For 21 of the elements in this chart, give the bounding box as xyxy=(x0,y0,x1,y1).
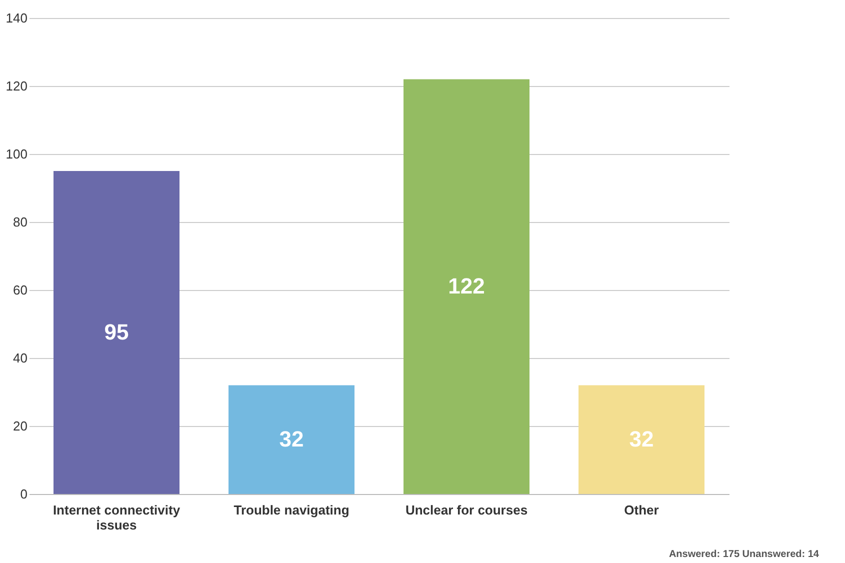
y-tick-label: 140 xyxy=(6,10,28,26)
data-label: 32 xyxy=(629,426,654,452)
data-label: 95 xyxy=(104,320,129,344)
bar xyxy=(578,385,704,494)
y-tick-label: 120 xyxy=(6,78,28,94)
x-tick-label: Other xyxy=(624,502,659,518)
data-label: 122 xyxy=(448,274,485,299)
y-tick-label: 100 xyxy=(6,146,28,162)
y-tick-label: 80 xyxy=(13,214,28,230)
y-tick-label: 60 xyxy=(13,282,28,298)
bar xyxy=(228,385,354,494)
text: Answered: 175 Unanswered: 14 xyxy=(668,549,820,560)
data-label: 32 xyxy=(279,426,304,452)
bar xyxy=(54,171,180,494)
x-tick-label: Trouble navigating xyxy=(234,502,350,518)
y-tick-label: 0 xyxy=(20,486,28,502)
bar xyxy=(404,79,530,494)
y-tick-label: 20 xyxy=(13,418,28,434)
y-tick-label: 40 xyxy=(13,350,28,366)
x-tick-label: Internet connectivity issues xyxy=(52,502,181,532)
x-tick-label: Unclear for courses xyxy=(405,502,528,518)
